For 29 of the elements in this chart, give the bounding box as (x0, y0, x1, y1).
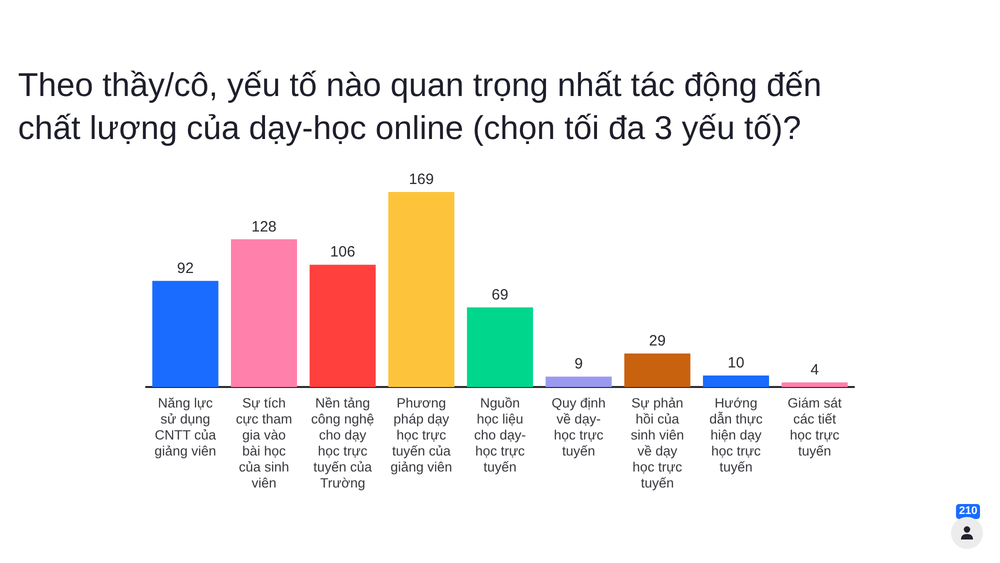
bar (388, 192, 454, 387)
data-label: 92 (176, 260, 194, 277)
x-tick-label: Nguồn học liệu cho dạy-học trực tuyến (474, 396, 526, 474)
x-tick-label: Hướng dẫn thực hiện dạy học trực tuyến (709, 396, 763, 474)
x-tick-label: Sự phản hồi của sinh viên về dạy học trực tuyến (630, 396, 684, 490)
x-tick-label: Năng lực sử dụng CNTT của giảng viên (154, 396, 216, 458)
x-tick-label: Sự tích cực tham gia vào bài học của sinh viên (236, 396, 292, 490)
data-label: 128 (251, 218, 277, 236)
chart-title: Theo thầy/cô, yếu tố nào quan trọng nhất tác động đến chất lượng của dạy-học online (chọn tối đa 3 yếu tố)? (18, 65, 823, 148)
bar (702, 375, 770, 387)
x-tick-label: Quy định về dạy-học trực tuyến (552, 396, 606, 458)
data-label: 4 (810, 361, 819, 378)
bar (624, 354, 690, 387)
x-tick-label: Nền tảng công nghệ cho dạy học trực tuyến của Trường (311, 396, 374, 490)
bar (782, 382, 848, 387)
x-tick-label: Phương pháp dạy học trực tuyến của giảng viên (390, 396, 452, 474)
bar (310, 264, 376, 387)
bar (546, 376, 612, 387)
data-label: 29 (648, 332, 666, 350)
data-label: 106 (330, 244, 356, 261)
text: 210 (956, 504, 980, 519)
data-label: 10 (728, 354, 744, 372)
data-label: 9 (574, 356, 583, 373)
data-label: 69 (492, 286, 508, 304)
bar (466, 307, 534, 387)
data-label: 169 (408, 171, 434, 188)
bar (230, 239, 298, 387)
x-tick-label: Giám sát các tiết học trực tuyến (788, 396, 842, 458)
bar (152, 280, 218, 387)
